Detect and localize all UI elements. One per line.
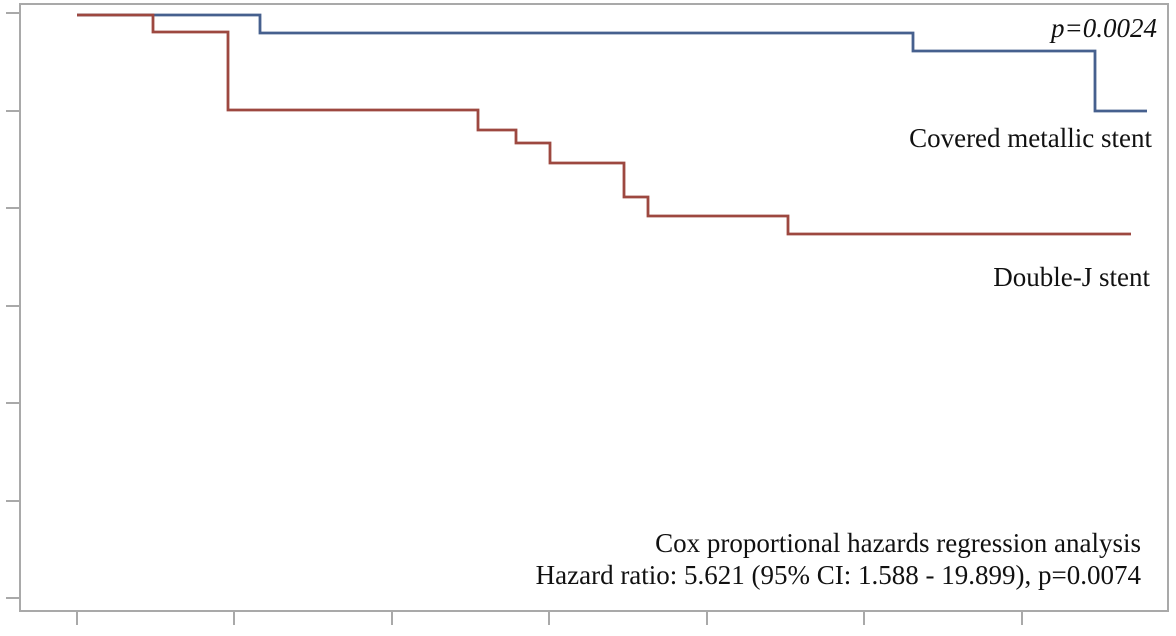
plot-frame — [19, 3, 1169, 612]
p-value-label: p=0.0024 — [1051, 13, 1157, 43]
cox-analysis-method-line: Cox proportional hazards regression anal… — [655, 528, 1141, 558]
curve-covered-metallic-stent — [77, 13, 1147, 113]
hazard-ratio-line: Hazard ratio: 5.621 (95% CI: 1.588 - 19.… — [535, 560, 1141, 590]
series-label-double-j-stent: Double-J stent — [993, 262, 1150, 292]
curve-double-j-stent — [77, 13, 1131, 236]
series-label-covered-metallic-stent: Covered metallic stent — [909, 123, 1152, 153]
cox-annotation: Cox proportional hazards regression anal… — [536, 527, 1141, 591]
